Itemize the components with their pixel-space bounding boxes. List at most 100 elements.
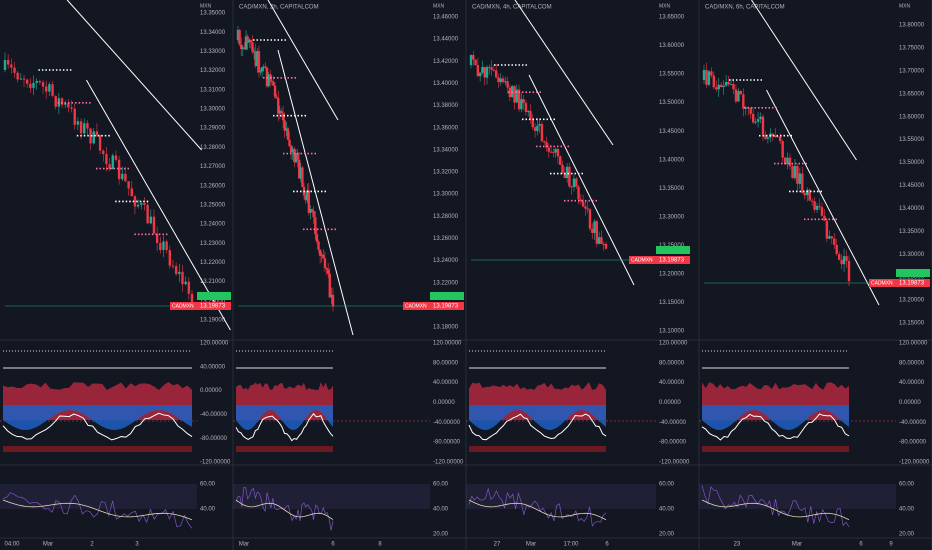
candles	[702, 62, 851, 286]
candle-body	[187, 281, 191, 294]
candle-body	[739, 91, 743, 95]
osc-tick-label: -120.00000	[659, 460, 690, 466]
candle-body	[527, 111, 530, 113]
candle-body	[67, 103, 70, 108]
candle-body	[98, 135, 102, 151]
osc-tick-label: -80.00000	[200, 436, 228, 442]
candle-body	[178, 271, 181, 275]
candle-body	[705, 70, 708, 85]
candle-body	[251, 42, 254, 52]
osc-area-blue	[469, 405, 606, 430]
osc-tick-label: -80.00000	[433, 440, 461, 446]
candle-body	[749, 108, 752, 114]
price-tick-label: 13.22000	[433, 280, 459, 286]
time-label: Mar	[792, 542, 802, 548]
candle-body	[328, 273, 331, 298]
candle-body	[259, 71, 262, 73]
time-label: Mar	[239, 542, 249, 548]
osc-tick-label: -40.00000	[200, 412, 228, 418]
price-tick-label: 13.32000	[433, 170, 459, 176]
price-tick-label: 13.29000	[200, 126, 226, 132]
candle-body	[481, 67, 484, 73]
time-label: Mar	[43, 542, 53, 548]
candle-body	[285, 128, 288, 131]
osc-tick-label: 120.00000	[659, 341, 688, 347]
candle-body	[508, 87, 512, 98]
candle-body	[95, 131, 99, 136]
osc-tick-label: 120.00000	[200, 341, 229, 347]
candle-body	[124, 173, 127, 182]
price-tag-bg	[197, 302, 231, 310]
candle-body	[86, 123, 89, 129]
osc-tick-label: 120.00000	[433, 341, 462, 347]
candle-body	[162, 241, 165, 250]
candle-body	[712, 75, 716, 88]
candle-body	[778, 136, 782, 142]
candle-body	[143, 203, 146, 205]
candle-body	[317, 241, 320, 250]
candle-body	[552, 151, 555, 153]
candle-body	[13, 67, 16, 73]
osc-tick-label: 40.00000	[659, 380, 685, 386]
candle-body	[260, 67, 264, 72]
candle-body	[257, 51, 261, 73]
candle-body	[264, 66, 267, 68]
candle-body	[108, 164, 111, 169]
price-tag-bg	[629, 256, 656, 264]
chart-title: CAD/MXN, 6h, CAPITALCOM	[705, 5, 785, 11]
candles	[3, 52, 194, 311]
candle-body	[835, 244, 838, 255]
candle-body	[310, 209, 314, 212]
osc-tick-label: 0.00000	[433, 400, 455, 406]
candle-body	[476, 65, 480, 77]
price-tick-label: 13.30000	[659, 214, 685, 220]
candle-body	[277, 98, 280, 114]
candle-body	[278, 110, 282, 114]
candle-body	[597, 237, 601, 244]
candle-body	[742, 94, 745, 109]
price-tag-green	[896, 269, 930, 277]
rsi-line	[701, 485, 850, 528]
candle-body	[744, 107, 747, 109]
candle-body	[130, 188, 133, 197]
price-tag-bg	[430, 302, 464, 310]
candle-body	[766, 137, 770, 139]
last-price: 13.19873	[659, 258, 685, 264]
candle-body	[830, 236, 833, 239]
candle-body	[240, 44, 243, 50]
candle-body	[506, 81, 509, 88]
candle-body	[70, 107, 73, 109]
candle-body	[127, 181, 130, 189]
candle-body	[543, 141, 546, 143]
candle-body	[793, 165, 797, 179]
candle-body	[244, 36, 248, 50]
candle-body	[105, 153, 108, 165]
candle-body	[561, 164, 564, 174]
candle-body	[254, 51, 257, 67]
price-tick-label: 13.60000	[659, 43, 685, 49]
candle-body	[165, 241, 168, 251]
candle-body	[296, 153, 299, 160]
candle-body	[133, 196, 137, 207]
candle-body	[249, 39, 253, 43]
candle-body	[823, 215, 826, 221]
candle-body	[38, 80, 42, 83]
candle-body	[549, 151, 553, 153]
candle-body	[497, 77, 500, 83]
candle-body	[238, 30, 241, 45]
candle-body	[469, 55, 473, 65]
candle-body	[840, 259, 843, 265]
candle-body	[190, 293, 194, 309]
candle-body	[517, 89, 521, 110]
candle-body	[572, 178, 576, 188]
candle-body	[41, 82, 45, 87]
candle-body	[136, 204, 140, 207]
candle-body	[563, 173, 567, 178]
candle-body	[323, 258, 327, 268]
price-tick-label: 13.25000	[200, 202, 226, 208]
candle-body	[89, 128, 92, 144]
price-tick-label: 13.80000	[899, 23, 925, 29]
rsi-tick-label: 40.00	[899, 507, 915, 513]
symbol-tag: CADMXN	[405, 303, 427, 309]
